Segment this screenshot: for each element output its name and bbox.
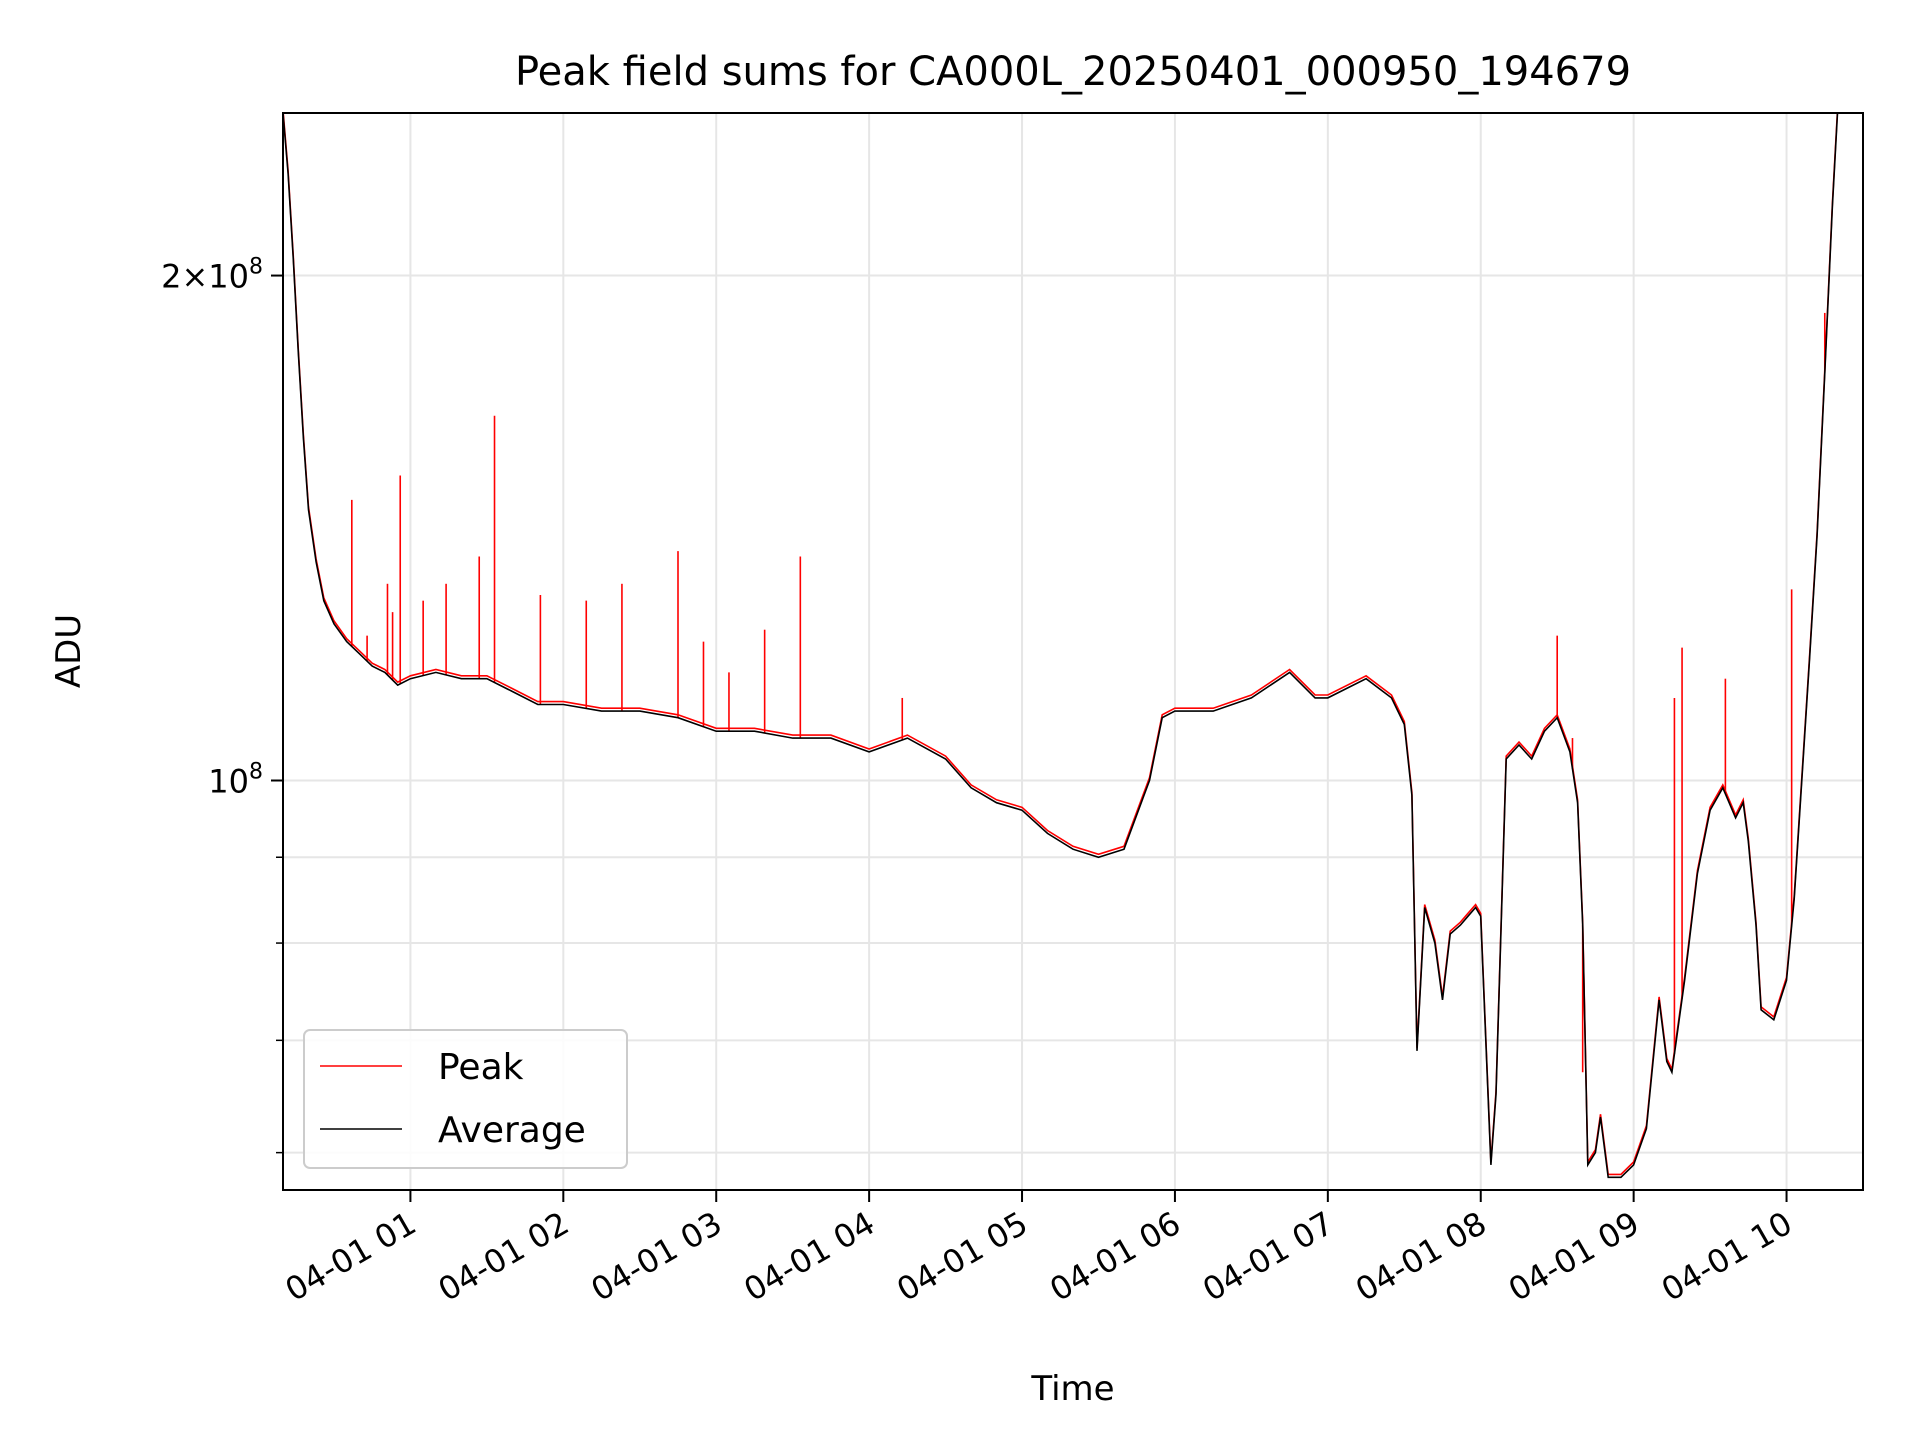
legend-box bbox=[303, 1029, 628, 1169]
x-axis-label: Time bbox=[1030, 1369, 1114, 1409]
plot-frame bbox=[282, 112, 1864, 1191]
legend: Peak Average bbox=[303, 1029, 628, 1169]
series-line-average bbox=[283, 113, 1839, 1179]
chart-title: Peak field sums for CA000L_20250401_0009… bbox=[515, 49, 1631, 95]
y-tick-label: 108 bbox=[208, 760, 263, 801]
legend-label-average: Average bbox=[438, 1110, 586, 1151]
y-tick-label: 2×108 bbox=[161, 255, 263, 296]
series-layer bbox=[283, 113, 1839, 1179]
grid bbox=[283, 113, 1863, 1190]
legend-label-peak: Peak bbox=[438, 1047, 524, 1088]
y-axis: 108 2×108 bbox=[161, 255, 283, 1154]
y-axis-label: ADU bbox=[49, 614, 89, 688]
